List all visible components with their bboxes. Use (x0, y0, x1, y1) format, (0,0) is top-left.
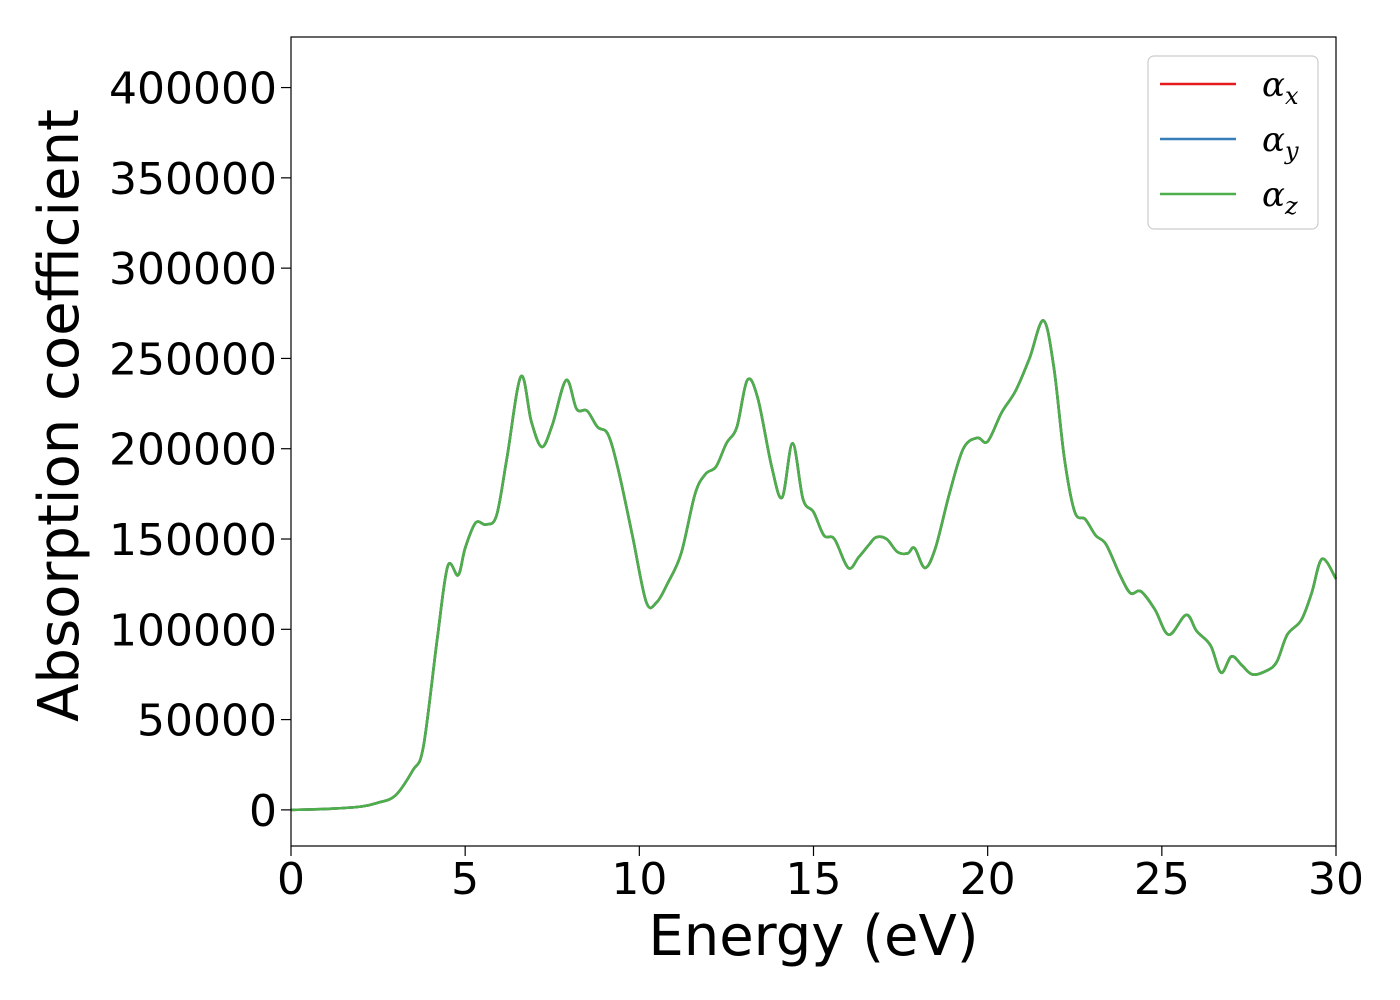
x-tick-label: 20 (960, 854, 1016, 905)
x-axis-label: Energy (eV) (648, 904, 978, 969)
y-axis-label: Absorption coefficient (27, 109, 92, 722)
y-tick-label: 100000 (109, 605, 277, 656)
x-tick-label: 30 (1308, 854, 1364, 905)
series-line-z (290, 319, 1338, 812)
x-tick-label: 0 (277, 854, 305, 905)
x-tick-label: 25 (1134, 854, 1190, 905)
y-tick-label: 150000 (109, 515, 277, 566)
x-axis-ticks: 0 5 10 15 20 25 30 (277, 846, 1364, 905)
y-axis-ticks: 0 50000 100000 150000 200000 250000 300000 3500… (109, 64, 291, 837)
y-tick-label: 250000 (109, 334, 277, 385)
legend-box (1147, 55, 1319, 230)
legend-entry: αy (1262, 120, 1299, 165)
legend-entry: αz (1262, 175, 1298, 220)
x-tick-label: 10 (611, 854, 667, 905)
y-tick-label: 400000 (109, 64, 277, 115)
series-layer (290, 319, 1338, 812)
y-tick-label: 0 (249, 786, 277, 837)
legend: αx αy αz (1147, 55, 1319, 230)
y-tick-label: 50000 (137, 696, 277, 747)
legend-entry: αx (1262, 65, 1299, 110)
x-tick-label: 5 (451, 854, 479, 905)
y-tick-label: 300000 (109, 244, 277, 295)
x-tick-label: 15 (786, 854, 842, 905)
y-tick-label: 200000 (109, 425, 277, 476)
y-tick-label: 350000 (109, 154, 277, 205)
